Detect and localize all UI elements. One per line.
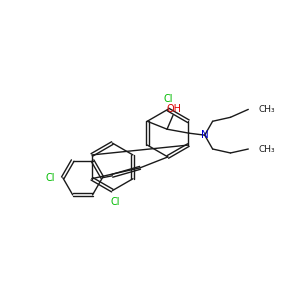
Text: CH₃: CH₃ <box>258 145 275 154</box>
Text: CH₃: CH₃ <box>258 105 275 114</box>
Text: Cl: Cl <box>111 196 120 206</box>
Text: N: N <box>201 130 208 140</box>
Text: Cl: Cl <box>45 173 55 183</box>
Text: Cl: Cl <box>163 94 172 104</box>
Text: OH: OH <box>167 104 182 114</box>
